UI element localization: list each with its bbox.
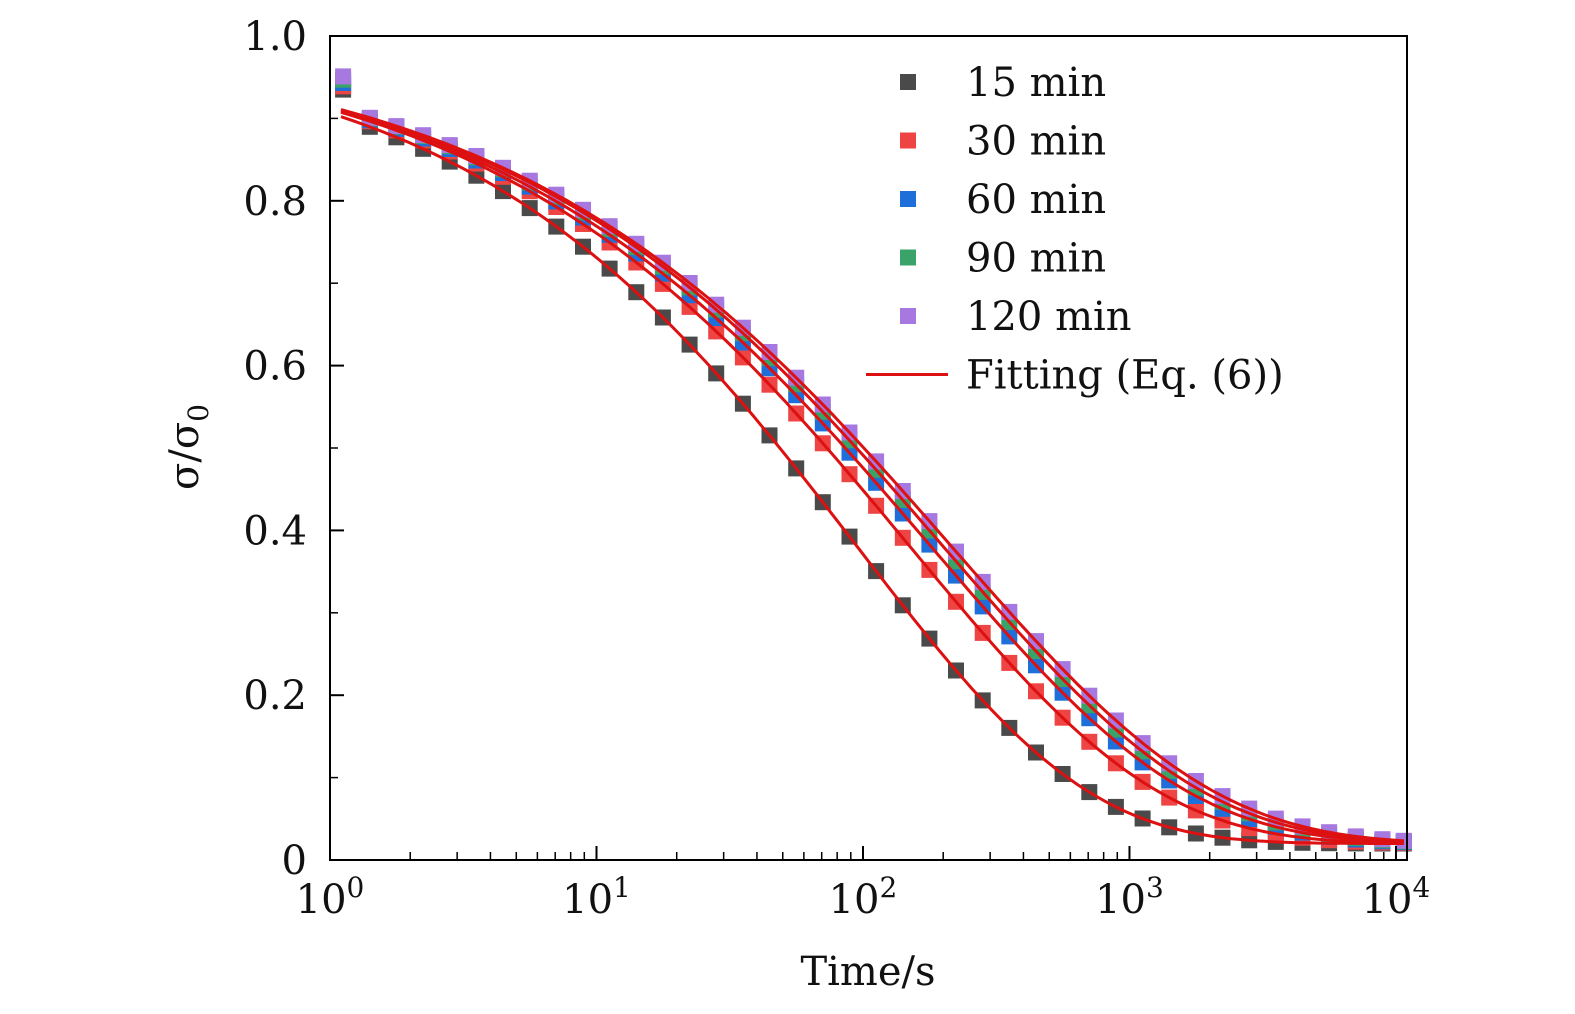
legend-item-30-min: 30 min [900,119,1106,165]
y-tick-label: 0.2 [243,673,307,719]
legend-item-120-min: 120 min [900,294,1132,340]
legend-label: 90 min [966,236,1106,282]
legend-item-60-min: 60 min [900,177,1106,223]
y-axis-title: σ/σ0 [162,404,215,490]
y-tick-label: 1.0 [243,14,307,60]
legend-marker [900,308,916,324]
fit-curve-120-min [340,108,1404,843]
fit-curve-15-min [340,115,1404,845]
legend-item-90-min: 90 min [900,236,1106,282]
legend-marker [900,191,916,207]
data-point [335,68,352,85]
fit-curve-90-min [340,108,1404,843]
x-tick-label: 103 [1095,871,1164,923]
y-tick-label: 0.6 [243,344,307,390]
x-tick-label: 104 [1362,871,1431,923]
legend-label: 60 min [966,177,1106,223]
plot-layer [335,68,1412,852]
y-tick-label: 0 [282,838,307,884]
legend-label: 15 min [966,60,1106,106]
legend-label: 120 min [966,294,1132,340]
y-tick-label: 0.8 [243,179,307,225]
legend-label: 30 min [966,119,1106,165]
x-axis-title: Time/s [800,949,935,995]
legend-marker [900,74,916,90]
plot-frame [329,35,1408,861]
x-tick-label: 101 [562,871,631,923]
legend-item-15-min: 15 min [900,60,1106,106]
legend-label: Fitting (Eq. (6)) [966,353,1284,399]
fit-curve-30-min [340,110,1404,845]
axes-layer: 100 101 102 103 104 0 0.2 0.4 0.6 0.8 1.0 [243,14,1430,923]
y-tick-label: 0.4 [243,508,307,554]
x-tick-label: 102 [829,871,898,923]
legend-item-fitting: Fitting (Eq. (6)) [866,353,1284,399]
legend-marker [900,132,916,149]
legend: 15 min 30 min 60 min 90 min 120 min Fitting (… [866,60,1284,399]
x-tick-label: 100 [296,871,365,923]
legend-marker [900,249,916,266]
fit-curve-60-min [340,110,1404,844]
